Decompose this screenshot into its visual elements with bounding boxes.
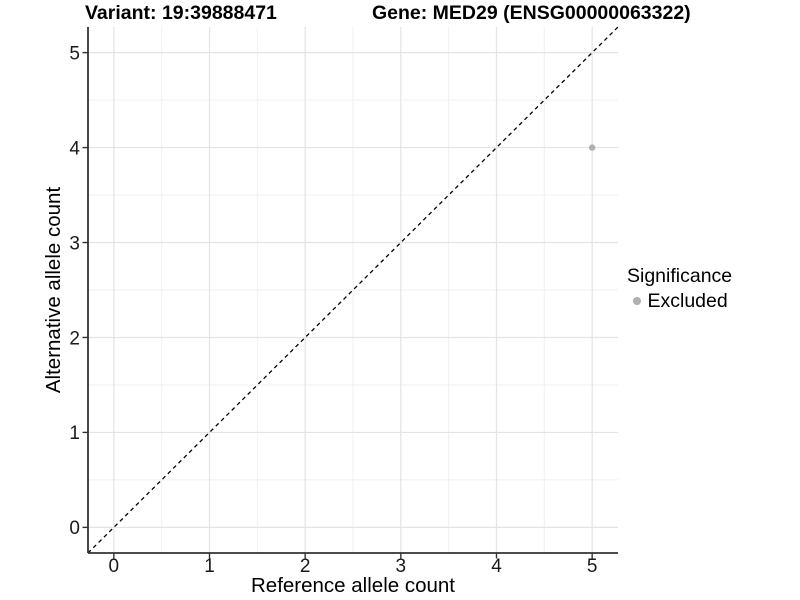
y-tick-label: 3 [69, 233, 80, 254]
x-tick-label: 2 [300, 556, 311, 577]
x-tick-label: 5 [587, 556, 598, 577]
y-tick-label: 5 [69, 43, 80, 64]
x-tick-label: 0 [109, 556, 120, 577]
plot-title-variant: Variant: 19:39888471 [85, 2, 277, 24]
x-tick-label: 4 [491, 556, 502, 577]
legend-entry-excluded: Excluded [627, 289, 732, 313]
y-tick-label: 1 [69, 423, 80, 444]
legend-point-icon [633, 297, 641, 305]
y-axis-title: Alternative allele count [42, 187, 65, 394]
legend-title: Significance [627, 265, 733, 287]
y-tick-label: 0 [69, 518, 80, 539]
legend-entry-label: Excluded [647, 289, 728, 312]
plot-title-gene: Gene: MED29 (ENSG00000063322) [372, 2, 691, 24]
y-tick-label: 4 [69, 138, 80, 159]
data-point [588, 144, 596, 151]
x-tick-label: 1 [204, 556, 215, 577]
x-tick-label: 3 [396, 556, 407, 577]
x-axis-title: Reference allele count [251, 574, 455, 597]
legend: Significance Excluded [627, 264, 732, 313]
y-tick-label: 2 [69, 328, 80, 349]
